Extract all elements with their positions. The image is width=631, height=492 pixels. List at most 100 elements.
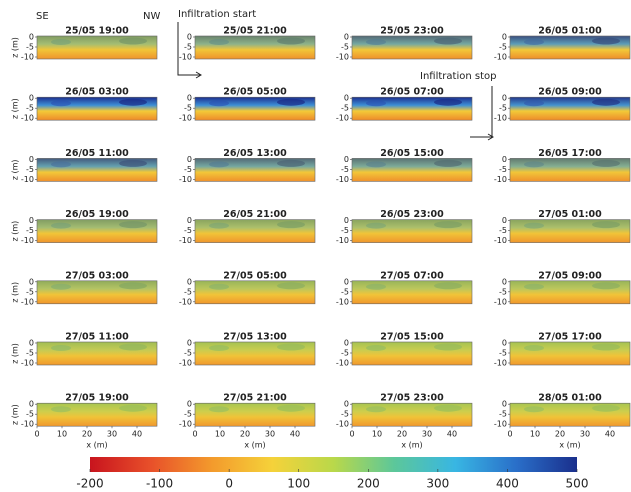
panel-title: 26/05 07:00 <box>380 87 444 98</box>
panel-texture <box>592 38 620 45</box>
y-tick-label: 0 <box>502 339 507 348</box>
colorbar-tick-label: 100 <box>287 477 310 491</box>
y-tick-label: -5 <box>341 287 349 296</box>
panel-texture <box>209 284 229 290</box>
panel-texture <box>51 345 71 351</box>
y-axis-label: z (m) <box>11 37 20 58</box>
y-axis-label: z (m) <box>11 160 20 181</box>
x-tick-label: 10 <box>530 430 540 439</box>
y-tick-label: -5 <box>184 165 192 174</box>
x-tick-label: 30 <box>580 430 590 439</box>
y-tick-label: 0 <box>344 94 349 103</box>
panel-texture <box>277 38 305 45</box>
panel-texture <box>592 160 620 167</box>
y-tick-label: -5 <box>26 165 34 174</box>
panel-texture <box>277 405 305 412</box>
y-tick-label: 0 <box>29 155 34 164</box>
y-tick-label: -5 <box>184 43 192 52</box>
x-tick-label: 30 <box>422 430 432 439</box>
x-tick-label: 10 <box>372 430 382 439</box>
panel-title: 27/05 05:00 <box>223 270 287 281</box>
panel-title: 27/05 01:00 <box>538 209 602 220</box>
y-tick-label: -5 <box>26 104 34 113</box>
x-tick-label: 20 <box>555 430 565 439</box>
panel-texture <box>119 99 147 106</box>
colorbar-tick-label: 0 <box>225 477 233 491</box>
colorbar-tick-label: 500 <box>566 477 589 491</box>
panel-title: 26/05 15:00 <box>380 148 444 159</box>
y-tick-label: -5 <box>341 43 349 52</box>
x-tick-label: 20 <box>397 430 407 439</box>
y-tick-label: 0 <box>344 277 349 286</box>
panel-title: 26/05 13:00 <box>223 148 287 159</box>
y-tick-label: -10 <box>336 114 349 123</box>
y-tick-label: -10 <box>336 297 349 306</box>
panel-texture <box>366 345 386 351</box>
y-tick-label: -5 <box>499 410 507 419</box>
x-axis-label: x (m) <box>244 441 265 450</box>
y-tick-label: -10 <box>494 236 507 245</box>
y-tick-label: -5 <box>499 349 507 358</box>
y-tick-label: -10 <box>494 420 507 429</box>
panel-title: 27/05 21:00 <box>223 393 287 404</box>
panel-texture <box>592 344 620 351</box>
y-tick-label: -5 <box>341 104 349 113</box>
panel-title: 27/05 11:00 <box>65 332 129 343</box>
y-axis-label: z (m) <box>11 404 20 425</box>
panel-title: 27/05 07:00 <box>380 270 444 281</box>
panel-title: 25/05 19:00 <box>65 26 129 37</box>
panel-texture <box>366 223 386 229</box>
panel-texture <box>209 406 229 412</box>
y-tick-label: -10 <box>336 175 349 184</box>
y-tick-label: 0 <box>29 400 34 409</box>
panel-texture <box>434 38 462 45</box>
y-tick-label: 0 <box>29 94 34 103</box>
x-tick-label: 20 <box>240 430 250 439</box>
y-tick-label: -5 <box>499 104 507 113</box>
y-tick-label: -10 <box>494 297 507 306</box>
y-tick-label: -10 <box>494 175 507 184</box>
panel-texture <box>366 161 386 167</box>
panel-texture <box>434 221 462 228</box>
y-tick-label: 0 <box>344 33 349 42</box>
y-tick-label: -5 <box>26 349 34 358</box>
panel-title: 26/05 01:00 <box>538 26 602 37</box>
panel-texture <box>524 39 544 45</box>
y-tick-label: 0 <box>502 400 507 409</box>
x-tick-label: 40 <box>447 430 457 439</box>
colorbar-tick-label: 200 <box>357 477 380 491</box>
colorbar <box>90 457 577 472</box>
panel-texture <box>524 161 544 167</box>
y-tick-label: -5 <box>26 410 34 419</box>
panel-title: 26/05 17:00 <box>538 148 602 159</box>
panel-texture <box>277 160 305 167</box>
x-tick-label: 0 <box>507 430 512 439</box>
panel-texture <box>209 39 229 45</box>
panel-texture <box>119 221 147 228</box>
annotation-nw: NW <box>143 11 160 22</box>
panel-title: 25/05 21:00 <box>223 26 287 37</box>
y-tick-label: 0 <box>29 216 34 225</box>
annotation-start: Infiltration start <box>178 9 256 20</box>
y-tick-label: -10 <box>21 420 34 429</box>
y-tick-label: -10 <box>21 236 34 245</box>
y-tick-label: 0 <box>187 277 192 286</box>
panel-title: 27/05 15:00 <box>380 332 444 343</box>
y-tick-label: -10 <box>179 175 192 184</box>
panel-texture <box>434 160 462 167</box>
y-tick-label: -5 <box>184 104 192 113</box>
y-axis-label: z (m) <box>11 282 20 303</box>
panel-title: 25/05 23:00 <box>380 26 444 37</box>
x-tick-label: 40 <box>605 430 615 439</box>
panel-texture <box>51 223 71 229</box>
y-tick-label: 0 <box>29 33 34 42</box>
panel-texture <box>51 100 71 106</box>
panel-texture <box>51 284 71 290</box>
y-tick-label: -5 <box>26 43 34 52</box>
y-tick-label: -10 <box>336 359 349 368</box>
y-tick-label: -5 <box>499 226 507 235</box>
panel-texture <box>592 221 620 228</box>
y-tick-label: 0 <box>29 277 34 286</box>
x-tick-label: 40 <box>290 430 300 439</box>
y-tick-label: -10 <box>21 114 34 123</box>
